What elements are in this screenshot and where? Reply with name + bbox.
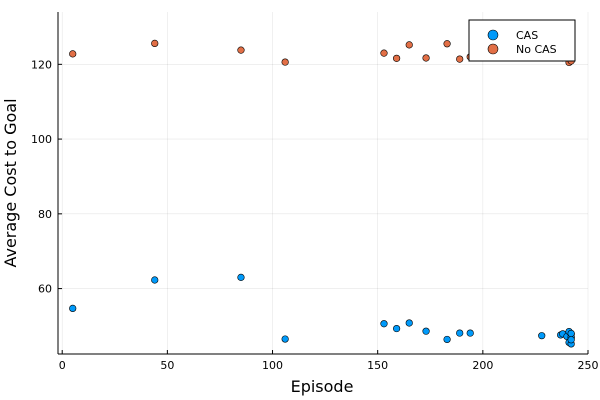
point-no-cas: [151, 39, 159, 47]
legend-marker-no-cas: [487, 43, 499, 55]
y-tick-label: 100: [31, 133, 52, 146]
point-no-cas: [405, 41, 413, 49]
legend-label-no-cas: No CAS: [516, 43, 557, 56]
point-cas: [237, 273, 245, 281]
legend: CAS No CAS: [468, 19, 576, 62]
legend-marker-cas: [487, 29, 499, 41]
point-cas: [380, 320, 388, 328]
point-cas: [422, 327, 430, 335]
x-tick-label: 100: [262, 359, 283, 372]
x-tick-label: 50: [160, 359, 174, 372]
point-cas: [405, 319, 413, 327]
point-no-cas: [456, 55, 464, 63]
point-no-cas: [393, 54, 401, 62]
y-tick-label: 120: [31, 58, 52, 71]
x-axis-title: Episode: [291, 377, 354, 396]
point-cas: [281, 335, 289, 343]
point-cas: [567, 329, 575, 338]
legend-label-cas: CAS: [516, 29, 538, 42]
x-tick-label: 0: [59, 359, 66, 372]
x-tick-labels: 0 50 100 150 200 250: [59, 359, 599, 372]
axes: [57, 12, 589, 355]
grid: [58, 12, 589, 354]
legend-box: [468, 19, 576, 62]
x-tick-label: 150: [367, 359, 388, 372]
y-tick-label: 80: [38, 208, 52, 221]
point-cas: [567, 336, 575, 344]
point-no-cas: [380, 49, 388, 57]
y-tick-label: 60: [38, 283, 52, 296]
point-cas: [393, 324, 401, 333]
point-cas: [69, 304, 77, 313]
point-no-cas: [237, 46, 245, 54]
point-cas: [466, 329, 474, 337]
point-cas: [443, 335, 451, 344]
y-tick-labels: 60 80 100 120: [31, 58, 52, 295]
y-axis-title: Average Cost to Goal: [1, 98, 20, 267]
point-cas: [151, 276, 159, 284]
point-cas: [456, 329, 464, 337]
point-cas: [538, 332, 546, 340]
x-tick-label: 200: [472, 359, 493, 372]
point-no-cas: [422, 54, 430, 62]
point-no-cas: [281, 58, 289, 66]
point-no-cas: [69, 50, 77, 58]
x-tick-label: 250: [578, 359, 599, 372]
point-no-cas: [443, 40, 451, 48]
